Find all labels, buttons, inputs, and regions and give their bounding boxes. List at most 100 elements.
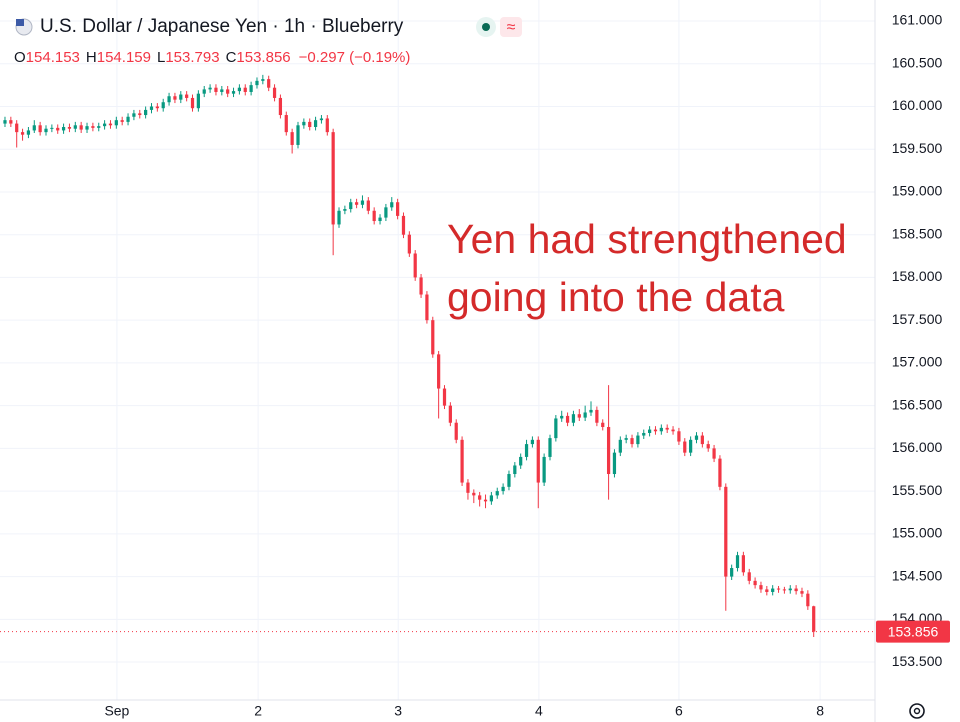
flag-icon-canton	[16, 19, 24, 26]
candle-body	[390, 202, 394, 208]
candle-body	[642, 432, 646, 436]
candle-body	[91, 126, 95, 128]
candle-body	[278, 97, 283, 116]
candle-body	[636, 435, 640, 445]
candle-body	[61, 127, 66, 131]
candle-body	[108, 123, 113, 126]
ohlc-value: 153.793	[165, 49, 219, 66]
x-tick-label: Sep	[104, 703, 129, 719]
y-tick-label: 153.500	[892, 653, 943, 669]
ohlc-key: C	[226, 49, 237, 66]
candle-body	[571, 414, 576, 423]
candle-body	[454, 422, 458, 440]
y-tick-label: 154.500	[892, 567, 943, 583]
candle-body	[548, 438, 552, 457]
candle-body	[384, 207, 388, 218]
candle-body	[267, 79, 271, 88]
candle-body	[313, 120, 318, 128]
candle-body	[325, 118, 329, 133]
candle-body	[624, 438, 628, 440]
candle-body	[173, 96, 177, 100]
compare-icon[interactable]	[500, 17, 522, 37]
candle-body	[372, 210, 376, 222]
candle-body	[149, 106, 154, 110]
candle-body	[583, 412, 587, 418]
candle-body	[648, 429, 652, 433]
candle-body	[401, 215, 406, 235]
candle-body	[601, 422, 605, 428]
last-price-tag	[876, 620, 950, 643]
candle-body	[495, 491, 499, 496]
candle-body	[331, 132, 335, 225]
last-price-label: 153.856	[888, 623, 939, 639]
candle-body	[378, 217, 382, 222]
y-tick-label: 157.500	[892, 311, 943, 327]
candle-body	[665, 427, 669, 430]
candle-body	[419, 277, 423, 295]
candle-body	[577, 414, 581, 418]
candle-body	[161, 102, 165, 109]
candle-body	[231, 91, 236, 94]
candle-body	[530, 439, 535, 445]
candle-body	[776, 588, 781, 590]
candle-body	[671, 429, 675, 432]
x-tick-label: 3	[394, 703, 402, 719]
candle-body	[466, 482, 470, 493]
candle-body	[185, 94, 189, 98]
candle-body	[354, 202, 359, 205]
candle-body	[296, 125, 300, 145]
candle-body	[747, 572, 751, 581]
candle-body	[612, 452, 617, 475]
candle-body	[302, 121, 306, 126]
y-tick-label: 161.000	[892, 12, 943, 28]
candle-body	[272, 87, 277, 98]
compare-icon-glyph: ≈	[507, 19, 516, 36]
candle-body	[20, 132, 25, 135]
settings-icon[interactable]	[909, 703, 925, 719]
candle-body	[179, 94, 183, 100]
candle-body	[226, 89, 230, 94]
y-tick-label: 160.000	[892, 97, 943, 113]
candle-body	[724, 486, 728, 577]
y-tick-label: 158.500	[892, 225, 943, 241]
candle-body	[460, 439, 464, 483]
candle-body	[653, 429, 658, 432]
candle-body	[431, 320, 435, 355]
y-tick-label: 156.500	[892, 396, 943, 412]
candle-body	[735, 555, 740, 569]
candle-body	[237, 87, 242, 92]
ohlc-value: 154.153	[26, 49, 80, 66]
candle-body	[765, 589, 769, 592]
y-tick-label: 159.000	[892, 183, 943, 199]
ohlc-key: O	[14, 49, 26, 66]
candle-body	[560, 415, 564, 419]
candle-body	[606, 427, 611, 475]
candle-body	[190, 97, 195, 109]
candle-body	[366, 200, 370, 211]
settings-gear	[909, 703, 925, 719]
candle-body	[56, 127, 60, 131]
candle-body	[800, 591, 804, 594]
candle-body	[618, 439, 622, 453]
candle-body	[483, 499, 488, 502]
candle-body	[407, 234, 411, 254]
candle-body	[565, 415, 570, 423]
candle-body	[44, 128, 48, 133]
annotation-line: going into the data	[447, 274, 785, 320]
y-tick-label: 157.000	[892, 354, 943, 370]
candle-body	[32, 125, 36, 131]
candle-body	[519, 456, 523, 466]
candle-body	[155, 106, 159, 109]
grid	[0, 0, 875, 700]
candle-body	[630, 438, 634, 445]
candle-body	[595, 409, 599, 423]
candle-body	[554, 418, 558, 439]
candle-body	[97, 126, 101, 128]
candle-body	[284, 115, 288, 133]
candle-body	[524, 444, 529, 457]
settings-gear-hub	[913, 707, 921, 715]
candle-body	[102, 123, 107, 127]
candle-body	[290, 132, 294, 145]
candle-body	[214, 87, 218, 92]
